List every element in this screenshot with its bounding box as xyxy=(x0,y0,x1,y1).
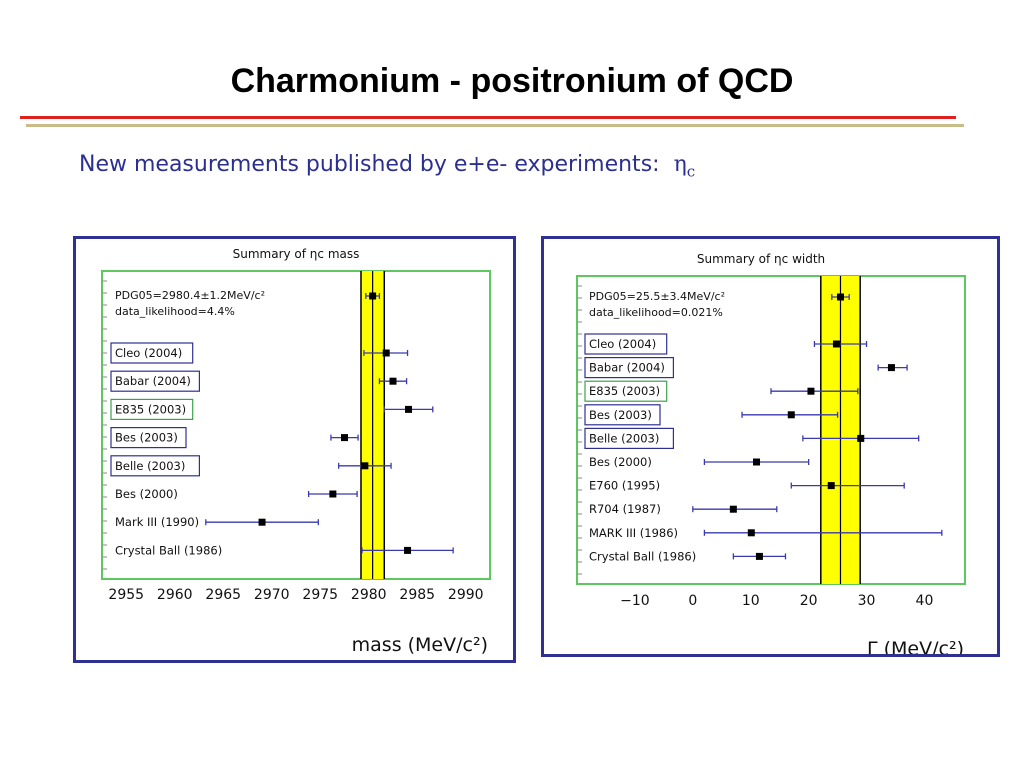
mass-point-label: E835 (2003) xyxy=(115,402,186,416)
mass-data-point xyxy=(341,434,348,442)
mass-label-box xyxy=(110,398,194,420)
width-chart-title: Summary of ηc width xyxy=(697,252,825,266)
width-point-label: E760 (1995) xyxy=(589,479,660,493)
mass-x-tick-label: 2985 xyxy=(399,587,435,603)
width-x-tick-label: 0 xyxy=(688,593,697,609)
width-point-label: MARK III (1986) xyxy=(589,526,678,540)
mass-point-label: Mark III (1990) xyxy=(115,515,199,529)
mass-header-line: PDG05=2980.4±1.2MeV/c² xyxy=(115,289,265,302)
width-label-box xyxy=(584,356,675,379)
width-data-point xyxy=(887,364,895,372)
mass-data-point xyxy=(404,546,412,554)
subtitle: New measurements published by e+e- exper… xyxy=(79,152,695,180)
width-label-box xyxy=(584,427,675,449)
width-x-tick-label: 10 xyxy=(742,593,760,609)
width-data-point xyxy=(729,505,737,513)
mass-x-tick-label: 2970 xyxy=(254,587,290,603)
width-data-point xyxy=(827,482,835,490)
width-data-point xyxy=(747,529,755,537)
mass-x-tick-label: 2955 xyxy=(108,587,144,603)
mass-point-label: Babar (2004) xyxy=(115,374,191,388)
title-underline-olive xyxy=(26,124,964,127)
width-label-box xyxy=(584,404,661,426)
width-x-tick-label: 30 xyxy=(858,593,876,609)
mass-data-point xyxy=(369,292,377,300)
width-point-label: Crystal Ball (1986) xyxy=(589,549,696,563)
width-label-box xyxy=(584,380,668,402)
mass-data-point xyxy=(389,377,397,385)
width-data-point xyxy=(753,458,761,466)
width-x-tick-label: 40 xyxy=(916,593,934,609)
width-point-label: Bes (2000) xyxy=(589,455,652,469)
width-data-point xyxy=(755,552,763,560)
width-point-label: Cleo (2004) xyxy=(589,337,656,351)
mass-data-point xyxy=(329,490,337,498)
width-header-line: PDG05=25.5±3.4MeV/c² xyxy=(589,290,725,303)
width-point-label: R704 (1987) xyxy=(589,502,661,516)
width-point-label: Belle (2003) xyxy=(589,431,659,445)
eta-subscript: c xyxy=(686,162,696,181)
mass-point-label: Crystal Ball (1986) xyxy=(115,543,222,557)
width-point-label: Bes (2003) xyxy=(589,408,652,422)
mass-data-point xyxy=(361,462,369,470)
mass-label-box xyxy=(110,342,194,364)
mass-point-label: Cleo (2004) xyxy=(115,346,182,360)
width-data-point xyxy=(787,411,795,419)
slide-title: Charmonium - positronium of QCD xyxy=(230,62,794,100)
mass-x-tick-label: 2980 xyxy=(351,587,387,603)
width-header-line: data_likelihood=0.021% xyxy=(589,306,723,319)
mass-chart-title: Summary of ηc mass xyxy=(233,247,360,261)
mass-data-point xyxy=(382,349,390,357)
mass-point-label: Bes (2000) xyxy=(115,487,178,501)
width-point-label: Babar (2004) xyxy=(589,361,665,375)
mass-x-axis-label: mass (MeV/c²) xyxy=(352,634,488,656)
eta-symbol: ηc xyxy=(673,152,696,181)
mass-summary-chart: Summary of ηc mass PDG05=2980.4±1.2MeV/c²… xyxy=(101,247,491,656)
width-data-point xyxy=(807,387,815,395)
mass-x-tick-label: 2960 xyxy=(157,587,193,603)
width-label-box xyxy=(584,333,668,355)
width-x-tick-label: 20 xyxy=(800,593,818,609)
mass-x-tick-label: 2990 xyxy=(448,587,484,603)
mass-x-tick-label: 2975 xyxy=(302,587,338,603)
mass-point-label: Bes (2003) xyxy=(115,431,178,445)
width-data-point xyxy=(857,434,865,442)
width-summary-chart: Summary of ηc width PDG05=25.5±3.4MeV/c² d… xyxy=(576,252,966,660)
mass-label-box xyxy=(110,427,187,449)
mass-data-point xyxy=(258,518,266,526)
width-x-tick-label: −10 xyxy=(620,593,650,609)
eta-glyph: η xyxy=(673,152,687,177)
width-x-axis-label: Γ (MeV/c²) xyxy=(867,638,964,654)
width-summary-panel: Summary of ηc width PDG05=25.5±3.4MeV/c² d… xyxy=(541,236,1000,660)
mass-point-label: Belle (2003) xyxy=(115,459,185,473)
width-data-point xyxy=(832,340,840,348)
mass-summary-panel: Summary of ηc mass PDG05=2980.4±1.2MeV/c²… xyxy=(73,236,516,663)
mass-label-box xyxy=(110,455,201,477)
width-data-point xyxy=(836,293,844,301)
mass-label-box xyxy=(110,370,201,392)
width-point-label: E835 (2003) xyxy=(589,384,660,398)
mass-header-line: data_likelihood=4.4% xyxy=(115,305,235,318)
mass-x-tick-label: 2965 xyxy=(205,587,241,603)
mass-data-point xyxy=(405,405,413,413)
subtitle-text: New measurements published by e+e- exper… xyxy=(79,152,660,177)
title-underline-red xyxy=(20,116,956,119)
